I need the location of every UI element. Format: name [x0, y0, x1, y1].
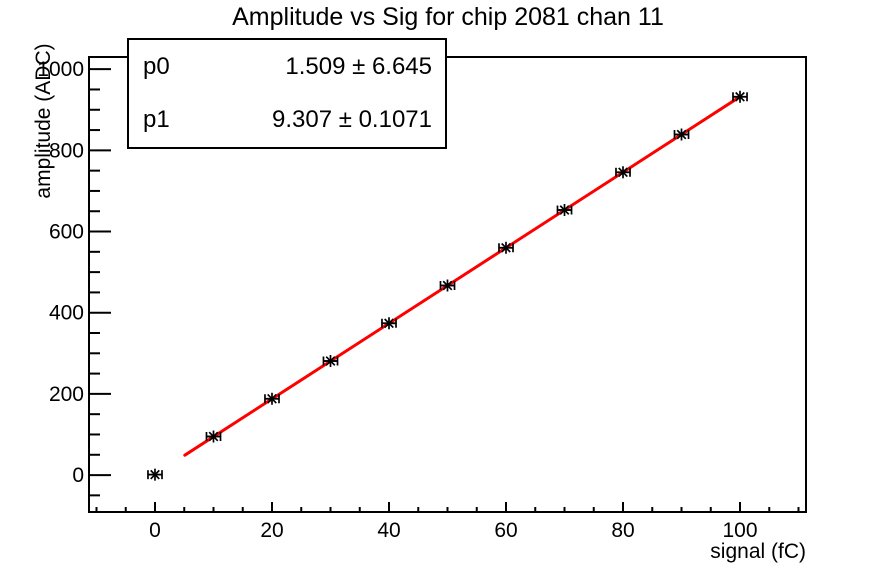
x-tick-label: 60 [494, 519, 517, 542]
data-point [556, 204, 573, 217]
chart-title: Amplitude vs Sig for chip 2081 chan 11 [232, 3, 664, 31]
marker-ray [501, 242, 511, 253]
data-point [147, 468, 163, 481]
y-tick-label: 600 [49, 221, 84, 244]
x-axis-title: signal (fC) [710, 540, 806, 563]
marker-ray [208, 431, 219, 442]
data-point [439, 279, 456, 292]
data-point [615, 166, 631, 179]
x-tick-label: 80 [611, 519, 634, 542]
marker-ray [384, 318, 394, 329]
data-point [322, 355, 339, 368]
data-point [732, 90, 748, 103]
fit-line [183, 95, 742, 457]
stats-param-value: 9.307 ± 0.1071 [272, 106, 432, 134]
x-tick-label: 0 [149, 519, 161, 542]
y-tick-label: 800 [49, 139, 84, 162]
y-tick-label: 200 [49, 383, 84, 406]
data-point [498, 241, 514, 254]
x-tick-label: 40 [377, 519, 400, 542]
marker-ray [735, 91, 745, 102]
stats-row-p1: p1 9.307 ± 0.1071 [129, 94, 445, 148]
stats-param-value: 1.509 ± 6.645 [285, 52, 432, 80]
marker-ray [559, 205, 570, 215]
y-axis-title: amplitude (ADC) [32, 43, 55, 199]
marker-ray [325, 356, 336, 366]
marker-ray [150, 469, 160, 480]
data-point [673, 128, 690, 141]
y-tick-label: 0 [72, 464, 84, 487]
y-tick-label: 400 [49, 302, 84, 325]
stats-row-p0: p0 1.509 ± 6.645 [129, 40, 445, 94]
data-point [264, 392, 280, 405]
marker-ray [618, 167, 628, 178]
data-point [205, 430, 222, 443]
x-tick-label: 20 [260, 519, 283, 542]
stats-param-name: p0 [143, 52, 170, 80]
data-point [381, 317, 397, 330]
y-tick-label: 1000 [37, 58, 84, 81]
marker-ray [676, 129, 687, 140]
x-tick-label: 100 [722, 519, 757, 542]
marker-ray [267, 393, 277, 404]
stats-param-name: p1 [143, 106, 170, 134]
marker-ray [442, 280, 453, 291]
fit-stats-box: p0 1.509 ± 6.645 p1 9.307 ± 0.1071 [127, 38, 447, 149]
